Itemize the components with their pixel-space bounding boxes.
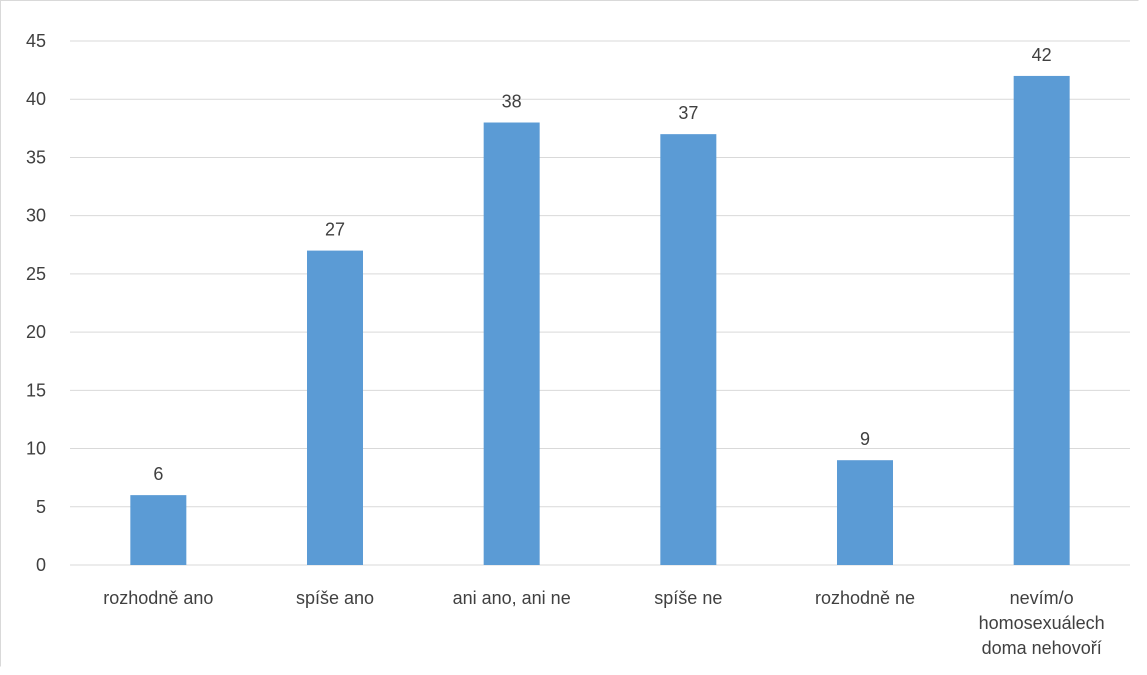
- x-category-label: rozhodně ano: [103, 588, 213, 608]
- y-tick-label: 5: [36, 497, 46, 517]
- y-tick-label: 15: [26, 380, 46, 400]
- x-axis-category-labels: rozhodně ano spíše ano ani ano, ani ne spíš…: [103, 588, 1104, 658]
- bar: [130, 495, 187, 565]
- y-tick-label: 0: [36, 555, 46, 575]
- y-tick-label: 30: [26, 206, 46, 226]
- x-category-label-line: nevím/o: [1010, 588, 1074, 608]
- bar: [1013, 75, 1070, 565]
- x-category-label-line: homosexuálech: [979, 613, 1105, 633]
- bar: [307, 250, 363, 565]
- data-label: 27: [325, 220, 345, 240]
- bars: [130, 75, 1070, 565]
- y-axis-tick-labels: 0 5 10 15 20 25 30 35 40 45: [26, 31, 46, 575]
- y-tick-label: 10: [26, 439, 46, 459]
- x-category-label: rozhodně ne: [815, 588, 915, 608]
- x-category-label-line: rozhodně ne: [815, 588, 915, 608]
- x-category-label: ani ano, ani ne: [453, 588, 571, 608]
- gridlines: [70, 40, 1130, 566]
- y-tick-label: 40: [26, 89, 46, 109]
- data-label: 9: [860, 429, 870, 449]
- bar: [837, 460, 893, 565]
- data-labels: 6 27 38 37 9 42: [153, 45, 1051, 484]
- data-label: 38: [502, 92, 522, 112]
- data-label: 6: [153, 464, 163, 484]
- bar: [660, 134, 717, 565]
- x-category-label-line: doma nehovoří: [982, 638, 1102, 658]
- x-category-label: spíše ne: [654, 588, 722, 608]
- y-tick-label: 35: [26, 147, 46, 167]
- data-label: 37: [678, 103, 698, 123]
- data-label: 42: [1032, 45, 1052, 65]
- y-tick-label: 20: [26, 322, 46, 342]
- x-category-label-line: ani ano, ani ne: [453, 588, 571, 608]
- x-category-label-line: spíše ano: [296, 588, 374, 608]
- x-category-label: nevím/o homosexuálech doma nehovoří: [979, 588, 1105, 658]
- x-category-label-line: spíše ne: [654, 588, 722, 608]
- bar: [483, 122, 540, 565]
- x-category-label-line: rozhodně ano: [103, 588, 213, 608]
- y-tick-label: 45: [26, 31, 46, 51]
- x-category-label: spíše ano: [296, 588, 374, 608]
- y-tick-label: 25: [26, 264, 46, 284]
